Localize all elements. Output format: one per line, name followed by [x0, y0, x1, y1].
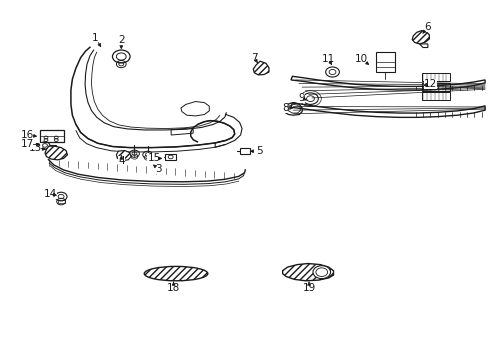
Bar — [421, 83, 449, 91]
Text: 2: 2 — [118, 35, 124, 45]
Text: 5: 5 — [255, 146, 262, 156]
Bar — [239, 148, 250, 154]
Text: 19: 19 — [302, 283, 315, 293]
Text: 12: 12 — [423, 78, 436, 89]
Bar — [375, 52, 394, 72]
Text: 16: 16 — [21, 130, 35, 140]
Text: 9: 9 — [298, 93, 305, 103]
Text: 1: 1 — [92, 33, 99, 43]
Bar — [421, 73, 449, 81]
Text: 10: 10 — [355, 54, 367, 64]
Text: 14: 14 — [43, 189, 57, 199]
Text: 4: 4 — [118, 156, 124, 166]
Bar — [58, 200, 64, 203]
Text: 18: 18 — [166, 283, 180, 293]
Ellipse shape — [144, 266, 207, 281]
Text: 11: 11 — [321, 54, 335, 64]
Text: 7: 7 — [250, 53, 257, 63]
Text: 17: 17 — [21, 139, 35, 149]
Polygon shape — [282, 264, 333, 281]
Bar — [40, 130, 63, 142]
Polygon shape — [45, 146, 67, 160]
Text: 8: 8 — [281, 103, 288, 113]
Text: 13: 13 — [29, 143, 42, 153]
Polygon shape — [290, 103, 484, 117]
Text: 6: 6 — [424, 22, 430, 32]
Bar — [165, 154, 176, 160]
Polygon shape — [290, 76, 484, 90]
Polygon shape — [253, 61, 268, 75]
Text: 15: 15 — [147, 153, 161, 163]
Polygon shape — [116, 150, 131, 161]
Polygon shape — [411, 31, 428, 44]
Text: 3: 3 — [155, 164, 162, 174]
Bar — [421, 92, 449, 100]
Circle shape — [312, 266, 330, 279]
